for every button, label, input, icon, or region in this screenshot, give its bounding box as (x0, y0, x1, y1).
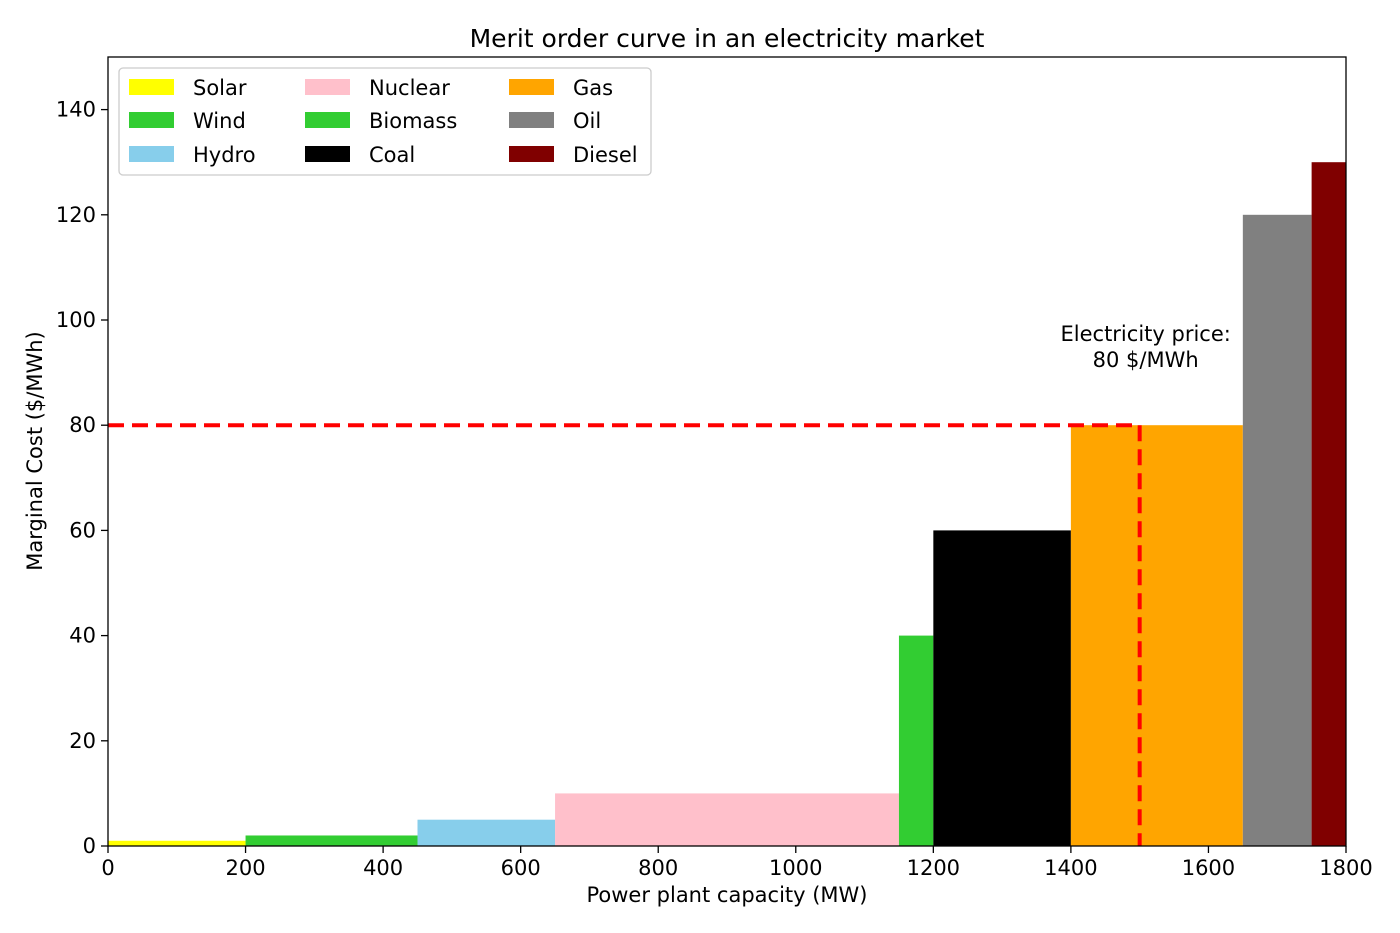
legend-swatch-solar (129, 79, 174, 95)
price-annotation: Electricity price:80 $/MWh (1061, 322, 1231, 372)
x-tick-label: 600 (501, 856, 541, 880)
legend: Solar Wind Hydro Nuclear Biomass Coal Gas Oil Di… (118, 67, 652, 176)
y-axis-label: Marginal Cost ($/MWh) (23, 331, 47, 570)
legend-label-gas: Gas (573, 76, 613, 100)
legend-swatch-wind (129, 112, 174, 128)
y-tick-label: 0 (83, 834, 96, 858)
y-tick-label: 140 (56, 98, 96, 122)
x-tick-label: 0 (101, 856, 114, 880)
chart-title: Merit order curve in an electricity mark… (470, 24, 985, 53)
x-tick-label: 200 (226, 856, 266, 880)
bar-biomass (898, 635, 934, 846)
legend-label-diesel: Diesel (573, 143, 638, 167)
legend-label-oil: Oil (573, 109, 601, 133)
bar-gas (1070, 425, 1243, 846)
y-tick-label: 120 (56, 203, 96, 227)
legend-swatch-oil (509, 112, 554, 128)
bar-solar (108, 840, 246, 846)
legend-label-solar: Solar (193, 76, 247, 100)
legend-label-biomass: Biomass (369, 109, 457, 133)
bar-coal (933, 530, 1071, 846)
x-tick-label: 1000 (769, 856, 822, 880)
bar-wind (245, 835, 418, 846)
plot-frame (107, 56, 1347, 847)
price-line-layer (108, 423, 1142, 846)
x-tick-label: 400 (363, 856, 403, 880)
bars-layer (108, 162, 1346, 847)
legend-label-wind: Wind (193, 109, 246, 133)
y-tick-label: 40 (69, 624, 96, 648)
y-tick-label: 20 (69, 729, 96, 753)
legend-swatch-biomass (305, 112, 350, 128)
annotation-line: Electricity price: (1061, 322, 1231, 346)
x-tick-label: 1400 (1044, 856, 1097, 880)
legend-label-nuclear: Nuclear (369, 76, 450, 100)
x-tick-label: 1200 (907, 856, 960, 880)
legend-swatch-hydro (129, 146, 174, 162)
legend-swatch-diesel (509, 146, 554, 162)
legend-swatch-gas (509, 79, 554, 95)
legend-swatch-coal (305, 146, 350, 162)
x-tick-label: 1600 (1182, 856, 1235, 880)
x-tick-label: 1800 (1319, 856, 1372, 880)
legend-swatch-nuclear (305, 79, 350, 95)
y-tick-label: 100 (56, 308, 96, 332)
bar-nuclear (555, 793, 899, 846)
bar-diesel (1311, 162, 1346, 846)
legend-label-hydro: Hydro (193, 143, 256, 167)
y-tick-label: 80 (69, 413, 96, 437)
ticks-layer: 0 200 400 600 800 1000 1200 1400 1600 1800 0 20 40 60… (56, 98, 1373, 880)
x-tick-label: 800 (638, 856, 678, 880)
legend-label-coal: Coal (369, 143, 415, 167)
bar-oil (1242, 214, 1312, 847)
annotation-line: 80 $/MWh (1093, 348, 1199, 372)
x-axis-label: Power plant capacity (MW) (586, 883, 867, 907)
bar-hydro (417, 819, 556, 846)
y-tick-label: 60 (69, 518, 96, 542)
